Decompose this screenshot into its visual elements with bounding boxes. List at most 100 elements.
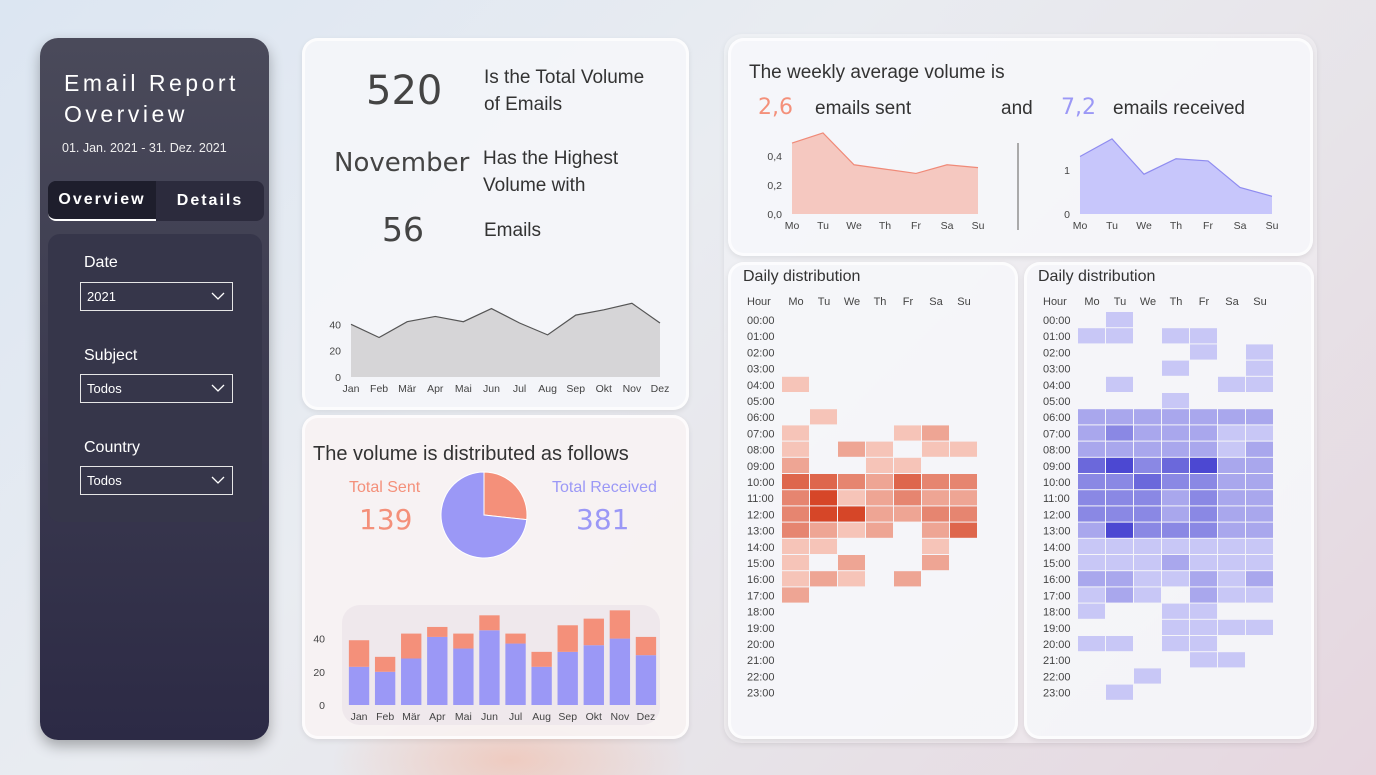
x-tick-label: Mär xyxy=(402,711,421,723)
heatmap-cell xyxy=(1106,538,1133,554)
total-received-label: Total Received xyxy=(552,479,657,496)
heatmap-cell xyxy=(1078,555,1105,571)
bar-sent xyxy=(505,633,526,644)
top-month-count: 56 xyxy=(382,210,424,249)
tab-details[interactable]: Details xyxy=(176,192,244,209)
heatmap-cell xyxy=(1246,360,1273,376)
heatmap-cell xyxy=(1078,457,1105,473)
y-tick-label: 20 xyxy=(313,667,325,679)
hour-label: 17:00 xyxy=(1043,590,1071,602)
hour-label: 02:00 xyxy=(1043,347,1071,359)
y-tick-label: 40 xyxy=(329,319,341,331)
heatmap-cell xyxy=(782,425,809,441)
heatmap-cell xyxy=(866,441,893,457)
heatmap-cell xyxy=(1218,425,1245,441)
x-tick-label: Apr xyxy=(427,383,444,395)
heatmap-cell xyxy=(1078,506,1105,522)
heatmap-cell xyxy=(1246,376,1273,392)
heatmap-cell xyxy=(782,490,809,506)
top-month-text: Has the Highest Volume with xyxy=(483,145,618,199)
hour-label: 14:00 xyxy=(1043,542,1071,554)
bar-sent xyxy=(635,636,657,656)
heatmap-cell xyxy=(782,474,809,490)
hour-label: 04:00 xyxy=(747,380,775,392)
heatmap-cell xyxy=(782,522,809,538)
day-header: Sa xyxy=(1225,296,1239,308)
heatmap-cell xyxy=(1190,490,1217,506)
bar-sent xyxy=(479,615,500,631)
heatmap-cell xyxy=(1246,425,1273,441)
x-tick-label: Mai xyxy=(455,711,472,723)
heatmap-cell xyxy=(1218,376,1245,392)
heatmap-cell xyxy=(1134,409,1161,425)
date-select[interactable]: 2021 xyxy=(80,282,233,311)
heatmap-cell xyxy=(1134,457,1161,473)
heatmap-cell xyxy=(1162,409,1189,425)
heatmap-cell xyxy=(1078,474,1105,490)
hour-label: 01:00 xyxy=(1043,331,1071,343)
heatmap-cell xyxy=(866,522,893,538)
heatmap-cell xyxy=(1190,506,1217,522)
y-tick-label: 1 xyxy=(1064,165,1070,177)
top-month-value: November xyxy=(334,148,470,178)
day-header: Th xyxy=(1170,296,1183,308)
subject-select-value: Todos xyxy=(87,381,122,396)
heatmap-cell xyxy=(1134,538,1161,554)
country-select[interactable]: Todos xyxy=(80,466,233,495)
heatmap-cell xyxy=(838,474,865,490)
heatmap-cell xyxy=(1106,409,1133,425)
top-month-count-text: Emails xyxy=(484,220,542,241)
heatmap-cell xyxy=(1218,652,1245,668)
heatmap-cell xyxy=(1134,571,1161,587)
total-volume-text-1: Is the Total Volume xyxy=(484,67,645,88)
heatmap-cell xyxy=(1106,312,1133,328)
area-fill xyxy=(351,303,660,377)
x-tick-label: Jun xyxy=(481,711,498,723)
x-tick-label: We xyxy=(1136,220,1152,232)
y-tick-label: 0,4 xyxy=(767,151,782,163)
hour-label: 07:00 xyxy=(747,428,775,440)
hour-label: 06:00 xyxy=(1043,412,1071,424)
heatmap-cell xyxy=(1106,376,1133,392)
subject-select[interactable]: Todos xyxy=(80,374,233,403)
distribution-title: The volume is distributed as follows xyxy=(313,443,629,465)
monthly-volume-chart: Jan Feb Mär Apr Mai Jun Jul Aug Sep Okt Nov Dez 0 20 4… xyxy=(329,302,669,395)
x-tick-label: Jan xyxy=(343,383,360,395)
heatmap-cell xyxy=(1218,538,1245,554)
hour-label: 15:00 xyxy=(1043,558,1071,570)
total-volume-value: 520 xyxy=(366,68,443,114)
heatmap-cell xyxy=(838,506,865,522)
hour-label: 04:00 xyxy=(1043,380,1071,392)
hour-label: 11:00 xyxy=(747,493,774,505)
heatmap-cell xyxy=(1162,441,1189,457)
heatmap-cell xyxy=(1218,441,1245,457)
x-tick-label: Feb xyxy=(376,711,394,723)
heatmap-cell xyxy=(1078,490,1105,506)
heatmap-cell xyxy=(1246,587,1273,603)
y-tick-label: 0 xyxy=(1064,209,1070,221)
heatmap-cell xyxy=(922,522,949,538)
heatmap-cell xyxy=(1078,571,1105,587)
heatmap-cell xyxy=(838,571,865,587)
heatmap-cell xyxy=(838,490,865,506)
x-tick-label: Sep xyxy=(566,383,585,395)
bar-received xyxy=(348,666,370,705)
heatmap-cell xyxy=(782,571,809,587)
heatmap-cell xyxy=(894,474,921,490)
x-tick-label: Feb xyxy=(370,383,388,395)
pie-slice-received xyxy=(440,471,528,559)
x-tick-label: Fr xyxy=(1203,220,1213,232)
hour-label: 21:00 xyxy=(747,655,775,667)
report-title-line-2: Overview xyxy=(64,101,188,127)
heatmap-cell xyxy=(1162,571,1189,587)
heatmap-cell xyxy=(810,409,837,425)
bar-received xyxy=(557,651,578,705)
tab-overview[interactable]: Overview xyxy=(48,181,156,221)
day-header: Fr xyxy=(1199,296,1210,308)
date-range: 01. Jan. 2021 - 31. Dez. 2021 xyxy=(62,141,227,155)
bar-received xyxy=(453,648,474,705)
heatmap-cell xyxy=(782,555,809,571)
hour-label: 20:00 xyxy=(1043,639,1071,651)
weekly-card: The weekly average volume is 2,6 emails … xyxy=(728,38,1313,256)
heatmap-cell xyxy=(1134,425,1161,441)
